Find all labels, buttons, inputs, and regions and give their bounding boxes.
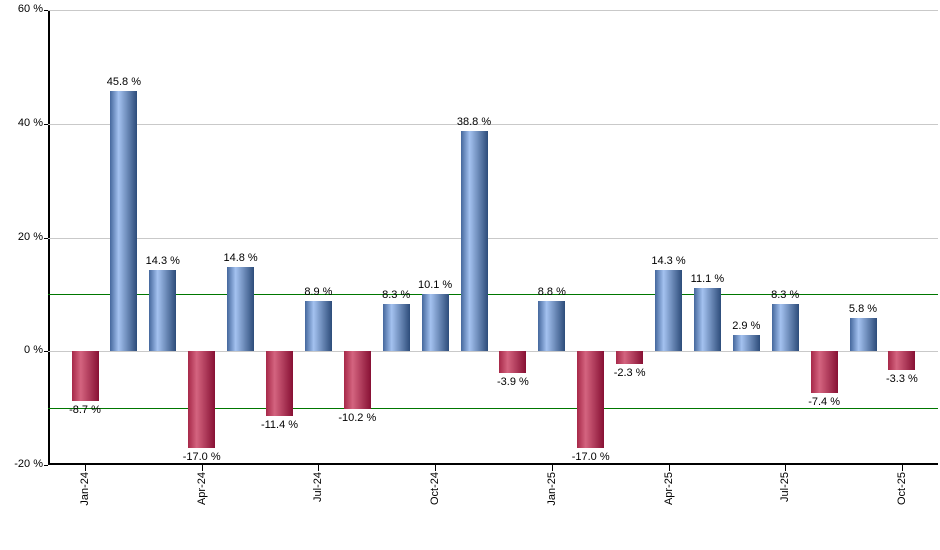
bar-positive xyxy=(110,90,138,352)
x-axis-tick-mark xyxy=(201,465,203,471)
gridline xyxy=(48,10,938,11)
bar-negative xyxy=(266,351,293,417)
bar-value-label: -3.3 % xyxy=(885,373,918,385)
x-axis-tick-mark xyxy=(668,465,670,471)
bar-value-label: 14.3 % xyxy=(145,254,180,267)
y-axis-tick-label: 0 % xyxy=(24,344,43,357)
gridline xyxy=(48,351,938,353)
bar-positive xyxy=(421,293,449,352)
x-axis-tick-label: Oct-25 xyxy=(895,472,908,506)
bar-value-label: -7.4 % xyxy=(808,396,840,409)
reference-line xyxy=(48,408,938,410)
bar-positive xyxy=(849,318,877,352)
y-axis-tick-mark xyxy=(44,123,48,125)
bar-positive xyxy=(538,301,566,352)
gridline xyxy=(48,237,938,239)
bar-positive xyxy=(732,334,760,352)
bar-negative xyxy=(616,351,644,365)
bar-value-label: 8.3 % xyxy=(382,289,411,301)
bar-value-label: 2.9 % xyxy=(732,319,761,332)
bar-positive xyxy=(460,130,488,352)
bar-negative xyxy=(810,351,838,394)
bar-positive xyxy=(693,288,721,352)
x-axis-tick-label: Jul-25 xyxy=(779,472,792,502)
bar-negative xyxy=(888,351,916,371)
bar-negative xyxy=(577,351,605,448)
x-axis-tick-mark xyxy=(551,465,553,471)
bar-positive xyxy=(227,267,255,352)
x-axis-tick-label: Apr-25 xyxy=(662,472,675,506)
bar-positive xyxy=(771,304,799,352)
x-axis-tick-label: Jan-24 xyxy=(79,472,91,506)
bar-value-label: -17.0 % xyxy=(182,450,221,463)
bar-value-label: -17.0 % xyxy=(571,450,610,463)
y-axis-tick-label: 20 % xyxy=(17,230,43,243)
bar-value-label: -8.7 % xyxy=(69,403,101,416)
bar-negative xyxy=(188,351,216,448)
x-axis-tick-mark xyxy=(785,465,787,471)
y-axis-tick-mark xyxy=(44,10,48,11)
x-axis-tick-mark xyxy=(318,465,320,471)
bar-value-label: -10.2 % xyxy=(338,412,377,425)
x-axis-tick-label: Jan-25 xyxy=(545,472,558,506)
bar-value-label: 5.8 % xyxy=(848,303,878,316)
x-axis-tick-mark xyxy=(435,465,437,471)
bar-value-label: 14.8 % xyxy=(223,252,258,265)
bar-positive xyxy=(304,300,332,352)
y-axis-tick-label: 40 % xyxy=(17,116,43,129)
y-axis-tick-label: -20 % xyxy=(14,458,43,470)
x-axis-tick-label: Apr-24 xyxy=(195,472,208,506)
bar-value-label: 8.9 % xyxy=(304,285,333,298)
bar-positive xyxy=(149,269,177,352)
bar-negative xyxy=(71,351,99,401)
reference-line xyxy=(48,294,938,296)
bar-value-label: -11.4 % xyxy=(260,419,299,432)
bar-value-label: -3.9 % xyxy=(496,376,529,389)
y-axis-tick-label: 60 % xyxy=(17,3,43,15)
bar-positive xyxy=(655,269,682,352)
bar-negative xyxy=(343,351,371,410)
bar-value-label: 10.1 % xyxy=(417,278,453,291)
bar-value-label: 45.8 % xyxy=(106,75,142,88)
bar-value-label: 11.1 % xyxy=(690,273,725,286)
x-axis-tick-mark xyxy=(85,465,86,471)
bar-negative xyxy=(499,351,527,374)
bar-value-label: 8.8 % xyxy=(537,286,566,299)
gridline xyxy=(48,123,938,125)
bar-value-label: 38.8 % xyxy=(456,115,492,128)
y-axis-tick-mark xyxy=(44,351,48,353)
bar-value-label: 8.3 % xyxy=(771,289,800,301)
x-axis-tick-label: Jul-24 xyxy=(312,472,325,502)
x-axis-tick-label: Oct-24 xyxy=(429,472,442,506)
bar-value-label: -2.3 % xyxy=(613,367,646,380)
y-axis-tick-mark xyxy=(44,465,48,466)
y-axis-tick-mark xyxy=(44,237,48,239)
bar-positive xyxy=(382,304,410,352)
x-axis-tick-mark xyxy=(901,465,903,471)
bar-value-label: 14.3 % xyxy=(651,254,686,267)
